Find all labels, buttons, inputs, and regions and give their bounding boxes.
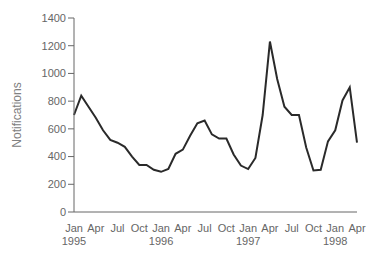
svg-text:Jul: Jul bbox=[285, 222, 299, 234]
svg-text:Notifications: Notifications bbox=[10, 82, 24, 147]
svg-text:1400: 1400 bbox=[42, 12, 66, 24]
svg-text:0: 0 bbox=[60, 206, 66, 218]
svg-text:Apr: Apr bbox=[348, 222, 365, 234]
svg-text:1000: 1000 bbox=[42, 67, 66, 79]
svg-text:800: 800 bbox=[48, 95, 66, 107]
svg-text:Jan1996: Jan1996 bbox=[149, 222, 173, 247]
svg-text:Jan1998: Jan1998 bbox=[323, 222, 347, 247]
svg-text:1200: 1200 bbox=[42, 40, 66, 52]
svg-text:Oct: Oct bbox=[218, 222, 235, 234]
svg-text:400: 400 bbox=[48, 150, 66, 162]
svg-text:Jan1997: Jan1997 bbox=[236, 222, 260, 247]
svg-text:Oct: Oct bbox=[131, 222, 148, 234]
svg-text:Oct: Oct bbox=[305, 222, 322, 234]
svg-text:Jul: Jul bbox=[111, 222, 125, 234]
svg-text:Jul: Jul bbox=[198, 222, 212, 234]
svg-text:Apr: Apr bbox=[174, 222, 191, 234]
svg-text:Apr: Apr bbox=[261, 222, 278, 234]
svg-text:Jan1995: Jan1995 bbox=[62, 222, 86, 247]
svg-text:600: 600 bbox=[48, 123, 66, 135]
svg-text:Apr: Apr bbox=[87, 222, 104, 234]
svg-text:200: 200 bbox=[48, 178, 66, 190]
